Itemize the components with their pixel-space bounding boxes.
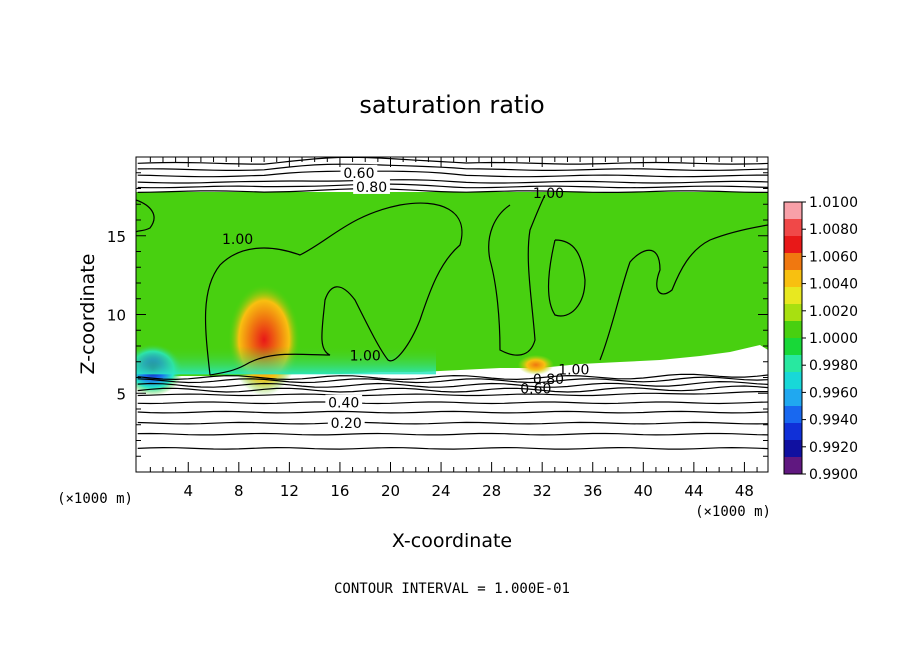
feature-cyan-band: [136, 346, 436, 375]
contour-line: [137, 188, 768, 193]
colorbar-tick-label: 1.0040: [809, 277, 858, 293]
colorbar-tick-label: 0.9900: [809, 467, 858, 483]
contour-label-bg: [325, 394, 363, 410]
x-tick-label: 12: [280, 482, 299, 500]
y-axis-label: Z-coordinate: [77, 254, 99, 375]
plot-area: 0.600.80 1.001.001.001.000.800.600.400.20: [136, 157, 768, 472]
contour-line: [137, 380, 768, 388]
contour-line: [137, 385, 768, 393]
contour-label: 1.00: [533, 186, 564, 202]
x-axis-label: X-coordinate: [392, 530, 512, 552]
colorbar-tick-labels: 1.0100 1.0080 1.0060 1.0040 1.0020 1.0000 0.99…: [802, 195, 858, 483]
x-tick-label: 40: [634, 482, 653, 500]
colorbar-swatch: [784, 321, 802, 339]
colorbar-swatch: [784, 338, 802, 356]
contour-line: [137, 421, 768, 425]
y-unit-label: (×1000 m): [57, 491, 133, 507]
x-tick-label: 4: [183, 482, 193, 500]
contour-label: 0.80: [356, 180, 387, 196]
colorbar-tick-label: 0.9940: [809, 413, 858, 429]
colorbar-tick-label: 0.9920: [809, 440, 858, 456]
contour-label: 1.00: [222, 232, 253, 248]
contour-line: [137, 163, 768, 172]
contour-labels: 0.600.80 1.001.001.001.000.800.600.400.20: [222, 164, 589, 432]
contour-line: [137, 446, 768, 450]
contour-label: 1.00: [350, 348, 381, 364]
contour-label: 1.00: [558, 363, 589, 379]
y-axis-ticks: 5 10 15: [107, 228, 768, 403]
colorbar-swatch: [784, 253, 802, 271]
contour-interval-note: CONTOUR INTERVAL = 1.000E-01: [334, 581, 570, 597]
x-tick-label: 20: [381, 482, 400, 500]
colorbar-swatch: [784, 372, 802, 390]
colorbar-swatch: [784, 287, 802, 305]
contour-label: 0.80: [533, 372, 564, 388]
contour-line: [137, 179, 768, 184]
colorbar-swatch: [784, 202, 802, 220]
x-tick-label: 8: [234, 482, 244, 500]
contour-line: [137, 432, 768, 436]
colorbar-swatch: [784, 270, 802, 288]
contour-line: [137, 410, 768, 414]
y-tick-label: 10: [107, 307, 126, 325]
contour-lines: [136, 157, 768, 450]
contour-line: [204, 202, 463, 376]
x-tick-label: 28: [482, 482, 501, 500]
contour-line: [599, 224, 768, 361]
colorbar-tick-label: 1.0060: [809, 249, 858, 265]
contour-line: [137, 376, 768, 384]
contour-line: [137, 401, 768, 405]
y-tick-label: 5: [116, 385, 126, 403]
contour-line: [137, 183, 768, 189]
colorbar-swatch: [784, 457, 802, 475]
colorbar-tick-label: 1.0020: [809, 304, 858, 320]
x-tick-label: 44: [684, 482, 703, 500]
contour-label: 0.60: [520, 382, 551, 398]
colorbar-tick-label: 1.0000: [809, 331, 858, 347]
colorbar-tick-label: 0.9980: [809, 358, 858, 374]
colorbar-tick-label: 0.9960: [809, 385, 858, 401]
colorbar-swatch: [784, 355, 802, 373]
minor-ticks: [136, 157, 768, 472]
x-unit-label: (×1000 m): [695, 504, 771, 520]
contour-line: [137, 373, 768, 381]
colorbar-swatch: [784, 304, 802, 322]
contour-line: [137, 391, 768, 397]
colorbar-swatch: [784, 406, 802, 424]
x-axis-ticks: 4 8 12 16 20 24 28 32 36 40 44 48: [183, 157, 754, 500]
contour-label: 0.40: [328, 396, 359, 412]
contour-label-bg: [353, 178, 390, 194]
colorbar-swatch: [784, 423, 802, 441]
colorbar-swatch: [784, 389, 802, 407]
field-features: [136, 283, 554, 396]
chart-title: saturation ratio: [359, 91, 544, 119]
contour-label-bg: [327, 415, 365, 431]
colorbar-swatch: [784, 236, 802, 254]
contour-line: [137, 170, 768, 178]
contour-line: [136, 199, 155, 233]
contour-label: 0.20: [331, 416, 362, 432]
x-tick-label: 16: [330, 482, 349, 500]
colorbar: [783, 201, 803, 475]
colorbar-tick-label: 1.0080: [809, 222, 858, 238]
colorbar-tick-label: 1.0100: [809, 195, 858, 211]
x-tick-label: 32: [533, 482, 552, 500]
colorbar-swatch: [784, 440, 802, 458]
feature-yellow-patch: [517, 354, 554, 375]
x-tick-label: 24: [432, 482, 451, 500]
x-tick-label: 36: [583, 482, 602, 500]
contour-line: [547, 239, 586, 317]
contour-line: [488, 194, 546, 356]
contour-label: 0.60: [343, 166, 374, 182]
contour-label-bg: [340, 164, 378, 180]
contour-line: [137, 157, 768, 165]
colorbar-swatch: [784, 219, 802, 237]
x-tick-label: 48: [735, 482, 754, 500]
y-tick-label: 15: [107, 228, 126, 246]
